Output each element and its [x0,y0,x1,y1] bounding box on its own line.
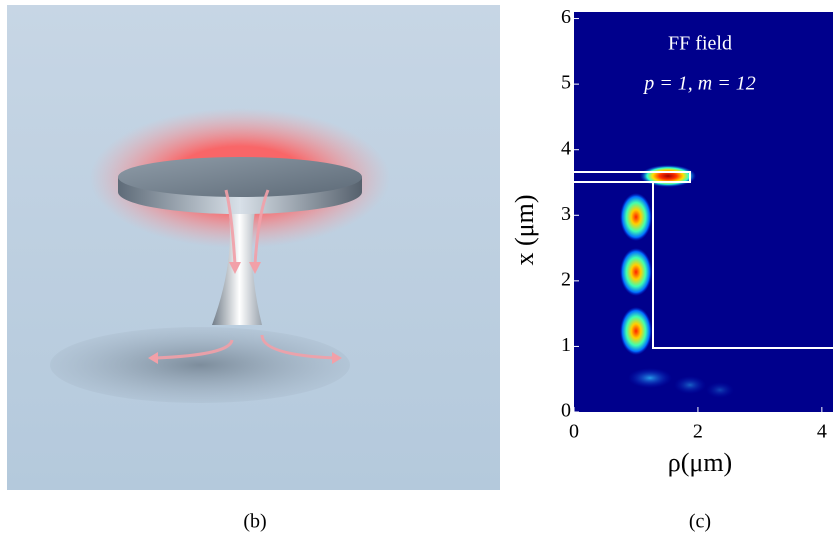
y-tick-label: 1 [561,334,571,356]
x-tick-label: 2 [693,421,703,443]
chart-title: FF field [668,33,732,55]
y-tick-label: 0 [561,400,571,422]
y-tick-label: 4 [561,137,571,159]
illustration [7,5,500,490]
x-tick-label: 4 [817,421,827,443]
x-axis-label: ρ(μm) [668,448,732,477]
x-tick-label: 0 [569,421,579,443]
y-tick-label: 3 [561,203,571,225]
field-map [574,12,833,412]
y-tick-label: 2 [561,268,571,290]
caption: (c) [689,511,711,533]
y-tick-label: 5 [561,72,571,94]
caption: (b) [243,511,266,533]
y-axis-label: x (μm) [510,195,539,266]
y-tick-label: 6 [561,6,571,28]
annotation: p = 1, m = 12 [642,73,755,95]
axes: 0 2 4 0 1 2 3 4 5 6 [561,6,827,442]
